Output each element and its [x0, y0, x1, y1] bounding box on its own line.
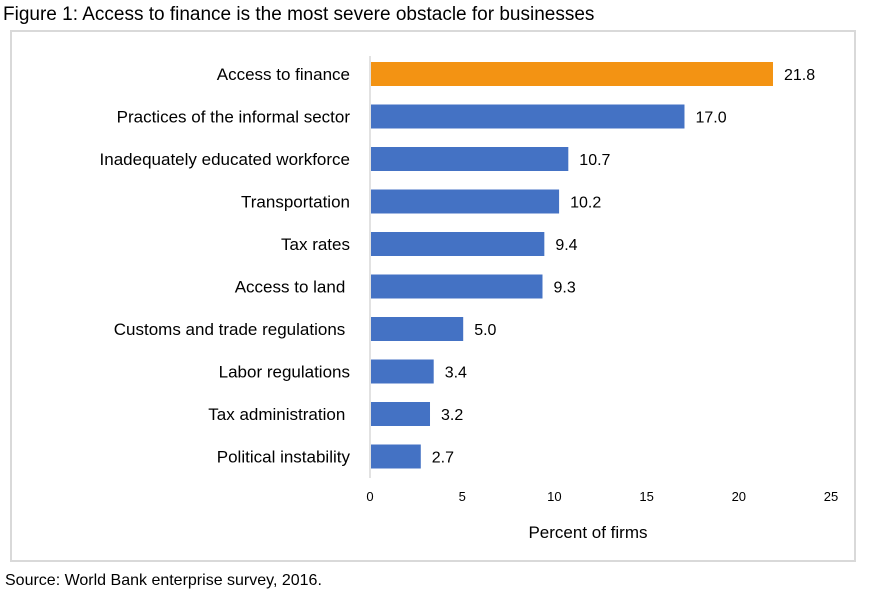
x-axis-title: Percent of firms — [528, 523, 647, 542]
bar — [371, 232, 545, 256]
bar — [371, 274, 543, 299]
category-label: Inadequately educated workforce — [100, 150, 350, 169]
data-label: 5.0 — [474, 322, 496, 339]
category-label: Tax rates — [281, 235, 350, 254]
figure-title: Figure 1: Access to finance is the most … — [3, 4, 595, 25]
bars-layer — [371, 62, 773, 469]
category-label: Practices of the informal sector — [117, 108, 351, 127]
category-label: Access to land — [235, 278, 350, 297]
bar — [371, 317, 464, 341]
category-label: Tax administration — [208, 405, 350, 424]
source-note: Source: World Bank enterprise survey, 20… — [5, 572, 322, 589]
chart-frame: Access to finance Practices of the inform… — [10, 30, 856, 562]
x-tick-label: 20 — [732, 489, 746, 504]
data-label: 2.7 — [432, 450, 454, 467]
data-label: 9.3 — [553, 280, 575, 297]
bar — [371, 359, 434, 384]
bar — [371, 104, 685, 129]
data-label: 9.4 — [555, 237, 577, 254]
x-tick-label: 10 — [547, 489, 561, 504]
data-label: 17.0 — [695, 110, 726, 127]
bar-chart: Access to finance Practices of the inform… — [100, 56, 838, 542]
data-label: 10.2 — [570, 195, 601, 212]
data-label: 3.2 — [441, 407, 463, 424]
bar — [371, 147, 569, 171]
category-label: Access to finance — [217, 65, 350, 84]
data-label: 21.8 — [784, 67, 815, 84]
category-label: Labor regulations — [219, 363, 350, 382]
category-label: Customs and trade regulations — [114, 320, 350, 339]
bar — [371, 189, 560, 214]
x-tick-label: 0 — [366, 489, 373, 504]
bar — [371, 62, 773, 86]
category-label: Political instability — [217, 448, 351, 467]
x-tick-label: 25 — [824, 489, 838, 504]
bar — [371, 444, 421, 469]
data-labels: 21.8 17.0 10.7 10.2 9.4 9.3 5.0 3.4 3.2 2.7 — [432, 67, 815, 467]
data-label: 3.4 — [445, 365, 467, 382]
data-label: 10.7 — [579, 152, 610, 169]
bar — [371, 402, 431, 426]
x-tick-label: 5 — [459, 489, 466, 504]
x-tick-label: 15 — [639, 489, 653, 504]
category-label: Transportation — [241, 193, 350, 212]
category-labels: Access to finance Practices of the inform… — [100, 65, 351, 467]
x-tick-labels: 0 5 10 15 20 25 — [366, 489, 838, 504]
